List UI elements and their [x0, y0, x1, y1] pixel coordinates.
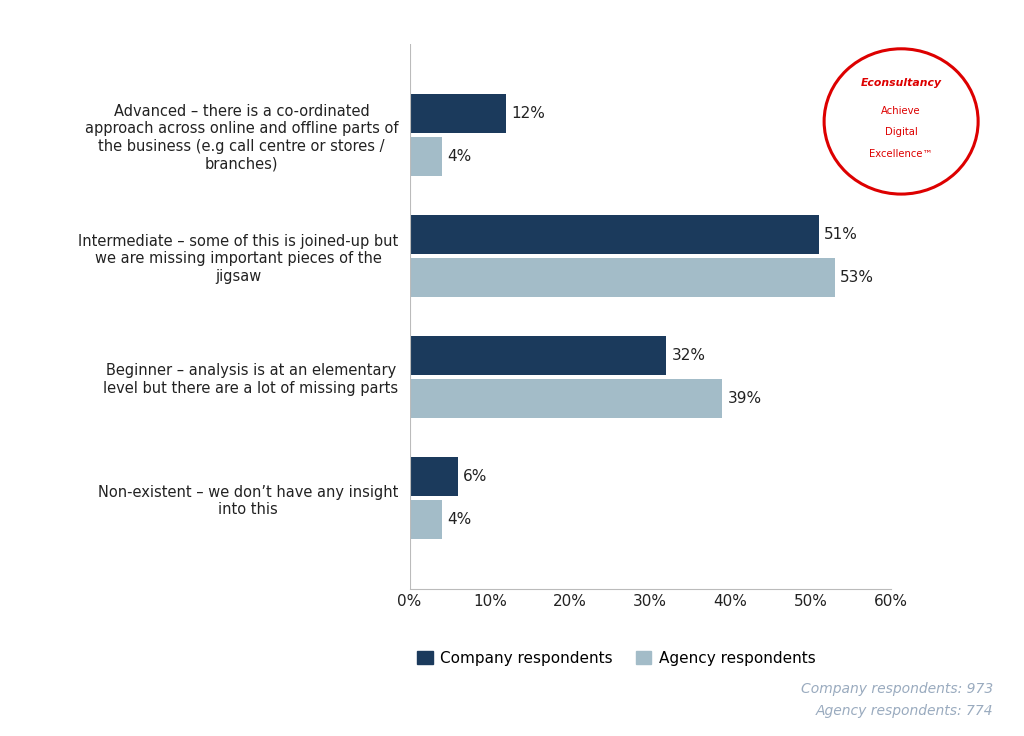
- Text: 51%: 51%: [824, 227, 858, 241]
- Text: 6%: 6%: [463, 469, 487, 484]
- Text: 53%: 53%: [841, 270, 874, 286]
- Bar: [410, 258, 835, 297]
- Bar: [410, 336, 667, 375]
- Bar: [410, 457, 458, 495]
- Text: 4%: 4%: [447, 512, 471, 527]
- Bar: [410, 138, 441, 176]
- Text: Company respondents: 973: Company respondents: 973: [801, 682, 993, 696]
- Text: Agency respondents: 774: Agency respondents: 774: [816, 704, 993, 718]
- Bar: [410, 500, 441, 539]
- Bar: [410, 380, 723, 418]
- Text: 4%: 4%: [447, 149, 471, 164]
- Text: Digital: Digital: [885, 127, 918, 137]
- Text: 32%: 32%: [672, 347, 706, 363]
- Legend: Company respondents, Agency respondents: Company respondents, Agency respondents: [417, 651, 815, 666]
- Text: 12%: 12%: [511, 106, 546, 121]
- Bar: [410, 93, 506, 132]
- Bar: [410, 215, 819, 253]
- Text: Econsultancy: Econsultancy: [860, 78, 942, 88]
- Text: Achieve: Achieve: [882, 106, 921, 116]
- Text: 39%: 39%: [728, 392, 762, 406]
- Text: Excellence™: Excellence™: [869, 149, 933, 159]
